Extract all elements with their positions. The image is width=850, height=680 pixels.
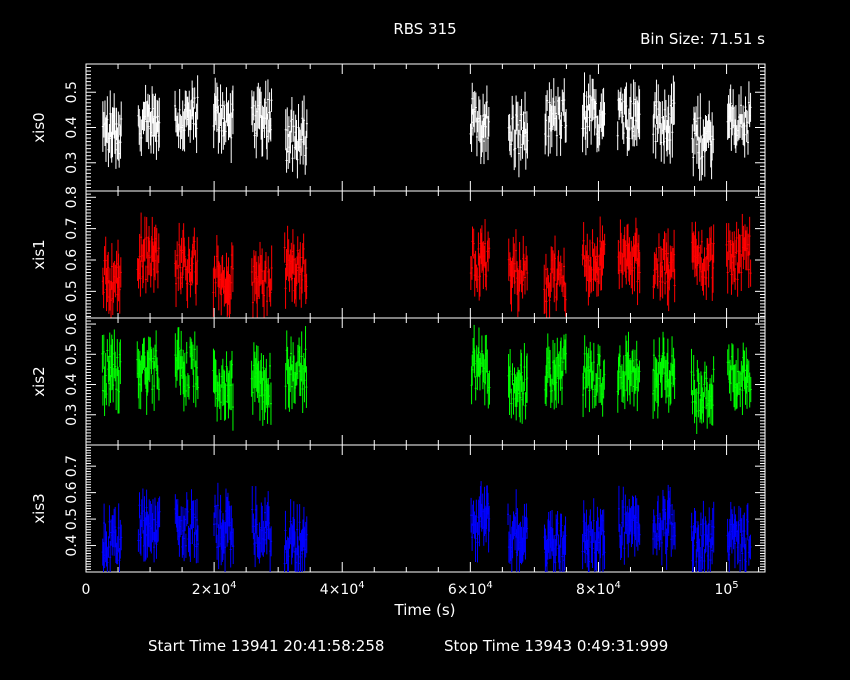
y-tick-label: 0.4 [64, 373, 80, 395]
series-label-xis0: xis0 [30, 112, 48, 142]
start-time-label: Start Time 13941 20:41:58:258 [148, 637, 384, 655]
y-tick-label: 0.3 [64, 152, 80, 174]
panel-xis3: 0.7 0.6 0.5 0.4 xis3 [30, 444, 766, 573]
x-tick-label: 105 [714, 580, 738, 598]
x-tick-label: 8×104 [576, 580, 621, 598]
y-tick-label: 0.5 [64, 280, 80, 302]
panel-xis2: 0.6 0.5 0.4 0.3 xis2 [30, 313, 766, 446]
data-xis0 [101, 72, 752, 181]
data-xis3 [101, 481, 752, 572]
y-tick-label: 0.6 [64, 481, 80, 503]
y-tick-label: 0.5 [64, 508, 80, 530]
panels: 0.50.40.3xis00.80.70.60.5xis10.60.50.40.… [30, 63, 766, 573]
series-label-xis3: xis3 [30, 493, 48, 523]
y-tick-label: 0.7 [64, 217, 80, 239]
x-tick-label: 4×104 [320, 580, 365, 598]
stop-time-label: Stop Time 13943 0:49:31:999 [444, 637, 668, 655]
y-tick-label: 0.6 [64, 249, 80, 271]
y-tick-label: 0.4 [64, 116, 80, 138]
y-tick-label: 0.6 [64, 313, 80, 335]
y-tick-label: 0.5 [64, 81, 80, 103]
series-label-xis2: xis2 [30, 366, 48, 396]
data-xis2 [101, 324, 752, 434]
x-tick-label: 6×104 [448, 580, 493, 598]
data-xis1 [101, 212, 752, 318]
x-axis: 0 2×104 4×104 6×104 8×104 105 [82, 64, 760, 598]
chart-title: RBS 315 [393, 20, 456, 38]
y-tick-label: 0.7 [64, 455, 80, 477]
bin-size-label: Bin Size: 71.51 s [640, 30, 765, 48]
series-label-xis1: xis1 [30, 239, 48, 269]
y-tick-label: 0.5 [64, 343, 80, 365]
y-tick-label: 0.8 [64, 186, 80, 208]
x-tick-label: 2×104 [192, 580, 237, 598]
y-tick-label: 0.4 [64, 534, 80, 556]
y-tick-label: 0.3 [64, 404, 80, 426]
panel-xis1: 0.8 0.7 0.6 0.5 xis1 [30, 186, 766, 319]
x-axis-label: Time (s) [394, 601, 456, 619]
panel-xis0: 0.5 0.4 0.3 xis0 [30, 63, 766, 192]
x-tick-label: 0 [82, 582, 91, 598]
